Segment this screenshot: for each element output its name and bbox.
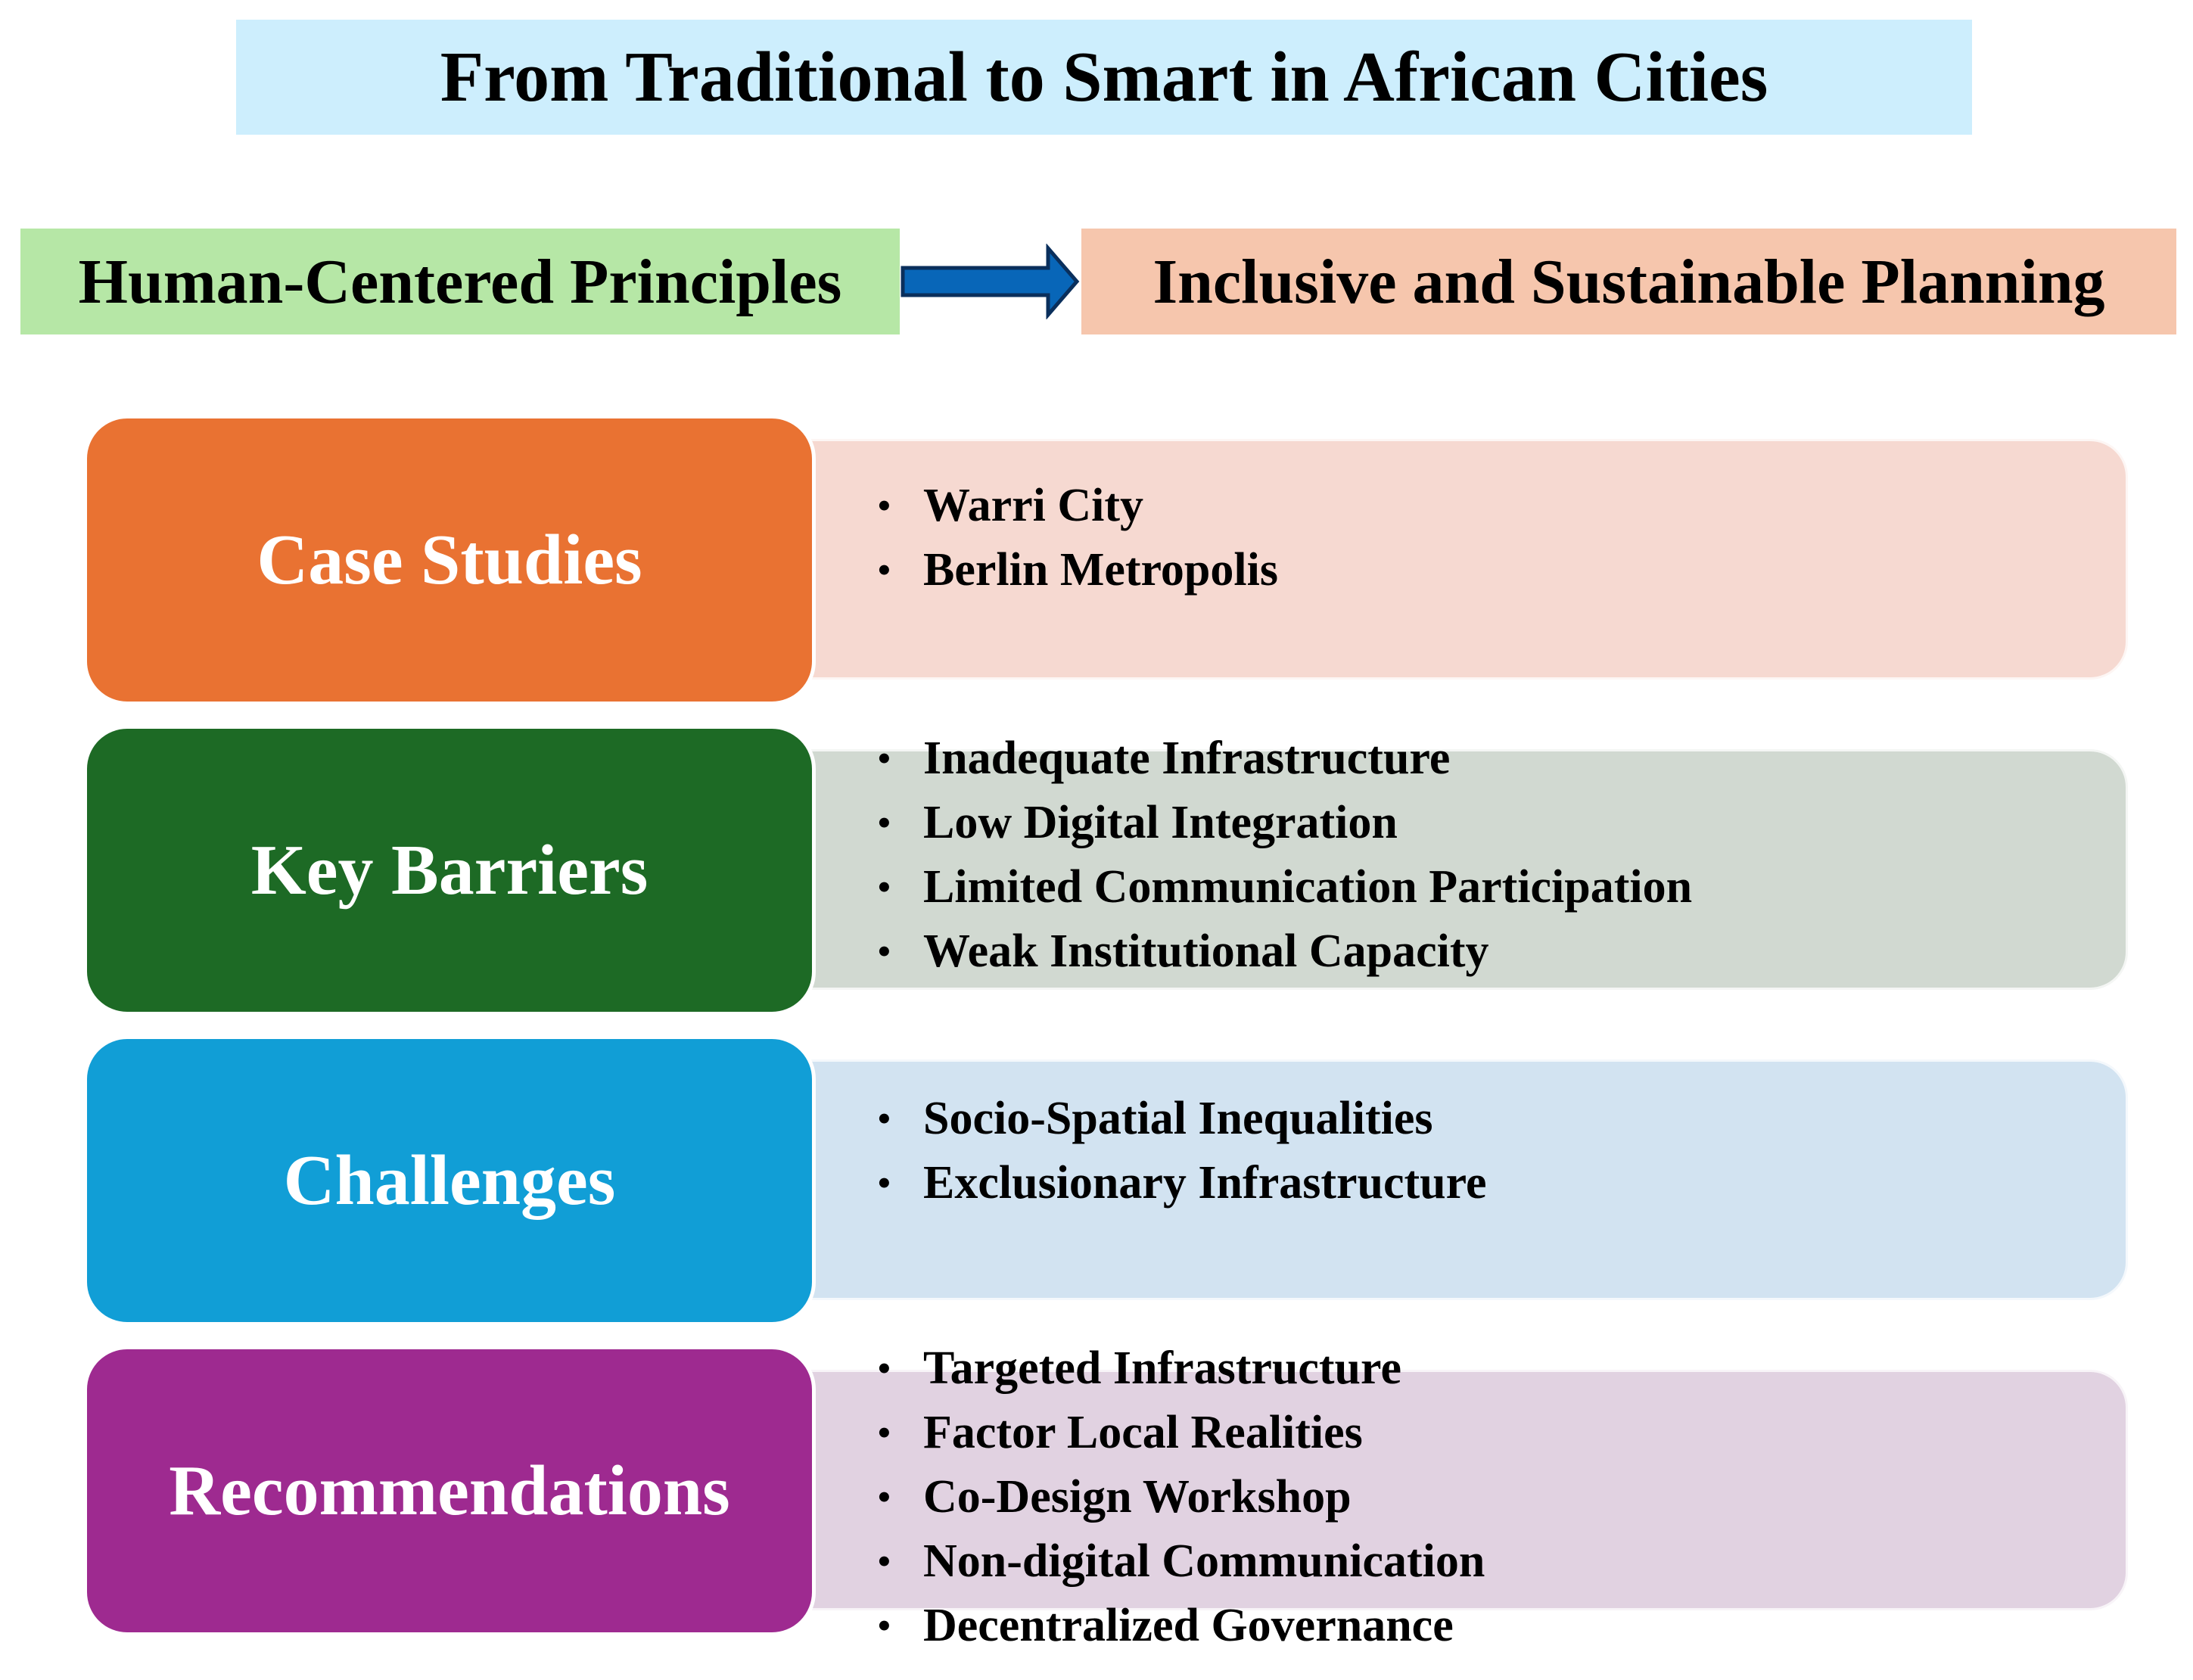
bullet-icon: • xyxy=(878,486,891,526)
section-row: Recommendations xyxy=(0,1346,2193,1636)
list-item-text: Decentralized Governance xyxy=(923,1600,1454,1651)
list-item: • Decentralized Governance xyxy=(878,1594,1485,1658)
list-item-text: Weak Institutional Capacity xyxy=(923,926,1489,977)
bullet-icon: • xyxy=(878,739,891,779)
section-label: Key Barriers xyxy=(83,725,816,1016)
list-item: • Limited Communication Participation xyxy=(878,855,1692,919)
section-content-box xyxy=(757,749,2128,990)
right-arrow-icon xyxy=(901,244,1080,319)
list-item: • Berlin Metropolis xyxy=(878,538,1278,602)
list-item: • Targeted Infrastructure xyxy=(878,1336,1485,1401)
to-planning-box: Inclusive and Sustainable Planning xyxy=(1081,229,2176,334)
diagram-title: From Traditional to Smart in African Cit… xyxy=(236,20,1972,135)
bullet-icon: • xyxy=(878,1606,891,1646)
bullet-icon: • xyxy=(878,1413,891,1453)
list-item-text: Non-digital Communication xyxy=(923,1535,1485,1587)
section-row: Case Studies xyxy=(0,415,2193,705)
list-item: • Non-digital Communication xyxy=(878,1529,1485,1594)
list-item-text: Co-Design Workshop xyxy=(923,1471,1352,1523)
bullet-icon: • xyxy=(878,1099,891,1139)
bullet-icon: • xyxy=(878,1542,891,1582)
list-item: • Weak Institutional Capacity xyxy=(878,919,1692,984)
section-label: Challenges xyxy=(83,1035,816,1326)
bullet-icon: • xyxy=(878,550,891,590)
bullet-icon: • xyxy=(878,867,891,907)
list-item-text: Factor Local Realities xyxy=(923,1407,1363,1458)
bullet-icon: • xyxy=(878,1349,891,1389)
list-item: • Low Digital Integration xyxy=(878,791,1692,855)
section-item-list: • Inadequate Infrastructure • Low Digital I… xyxy=(878,726,1692,984)
list-item-text: Limited Communication Participation xyxy=(923,861,1693,913)
bullet-icon: • xyxy=(878,1163,891,1203)
bullet-icon: • xyxy=(878,1477,891,1517)
list-item-text: Low Digital Integration xyxy=(923,797,1398,848)
section-content-box xyxy=(757,439,2128,680)
list-item-text: Exclusionary Infrastructure xyxy=(923,1157,1487,1209)
list-item-text: Inadequate Infrastructure xyxy=(923,733,1451,784)
bullet-icon: • xyxy=(878,803,891,843)
list-item: • Factor Local Realities xyxy=(878,1401,1485,1465)
list-item: • Exclusionary Infrastructure xyxy=(878,1151,1487,1215)
section-item-list: • Warri City • Berlin Metropolis xyxy=(878,474,1278,602)
bullet-icon: • xyxy=(878,932,891,972)
list-item: • Warri City xyxy=(878,474,1278,538)
section-item-list: • Socio-Spatial Inequalities • Exclusionary… xyxy=(878,1087,1487,1215)
section-row: Challenges xyxy=(0,1035,2193,1326)
section-content-box xyxy=(757,1370,2128,1610)
section-item-list: • Targeted Infrastructure • Factor Local Re… xyxy=(878,1336,1485,1658)
arrow-shape xyxy=(901,244,1080,319)
list-item: • Co-Design Workshop xyxy=(878,1465,1485,1529)
section-label: Case Studies xyxy=(83,415,816,705)
list-item-text: Targeted Infrastructure xyxy=(923,1342,1401,1394)
section-content-box xyxy=(757,1059,2128,1300)
list-item-text: Warri City xyxy=(923,480,1143,531)
from-principles-box: Human-Centered Principles xyxy=(20,229,900,334)
section-row: Key Barriers xyxy=(0,725,2193,1016)
list-item: • Socio-Spatial Inequalities xyxy=(878,1087,1487,1151)
list-item-text: Berlin Metropolis xyxy=(923,544,1278,596)
list-item-text: Socio-Spatial Inequalities xyxy=(923,1093,1433,1144)
list-item: • Inadequate Infrastructure xyxy=(878,726,1692,791)
section-label: Recommendations xyxy=(83,1346,816,1636)
